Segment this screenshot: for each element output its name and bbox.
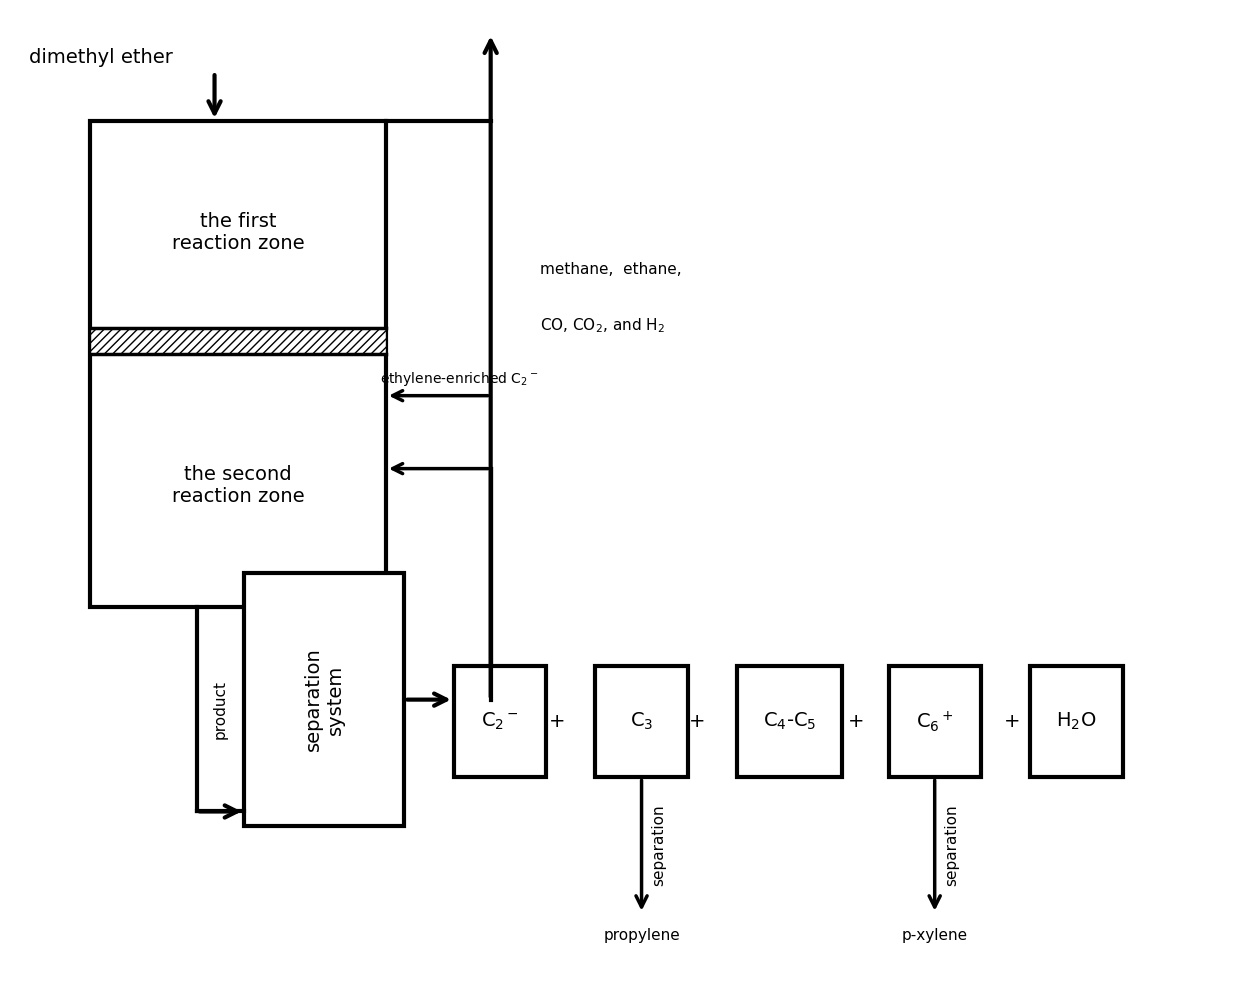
Bar [244, 573, 404, 826]
Text: +: + [549, 712, 565, 731]
Text: C$_2$$^-$: C$_2$$^-$ [481, 711, 518, 732]
Text: +: + [848, 712, 864, 731]
Bar [737, 665, 842, 777]
Bar [595, 665, 688, 777]
Text: methane,  ethane,: methane, ethane, [539, 262, 682, 277]
Bar [91, 328, 386, 354]
Text: +: + [1003, 712, 1021, 731]
Text: propylene: propylene [603, 928, 680, 943]
Text: H$_2$O: H$_2$O [1056, 711, 1096, 732]
Text: C$_6$$^+$: C$_6$$^+$ [916, 709, 954, 734]
Text: the first
reaction zone: the first reaction zone [172, 212, 305, 253]
Text: CO, CO$_2$, and H$_2$: CO, CO$_2$, and H$_2$ [539, 316, 665, 335]
Text: separation: separation [945, 804, 960, 887]
Bar [454, 665, 546, 777]
Bar [91, 121, 386, 607]
Text: product: product [213, 680, 228, 739]
Text: separation
system: separation system [304, 647, 345, 751]
Text: the second
reaction zone: the second reaction zone [172, 465, 305, 506]
Bar [1030, 665, 1122, 777]
Text: dimethyl ether: dimethyl ether [29, 48, 172, 67]
Text: ethylene-enriched C$_2$$^-$: ethylene-enriched C$_2$$^-$ [379, 370, 538, 387]
Text: C$_4$-C$_5$: C$_4$-C$_5$ [763, 711, 816, 732]
Bar [889, 665, 981, 777]
Text: separation: separation [651, 804, 666, 887]
Text: p-xylene: p-xylene [901, 928, 967, 943]
Text: +: + [689, 712, 706, 731]
Text: C$_3$: C$_3$ [630, 711, 653, 732]
